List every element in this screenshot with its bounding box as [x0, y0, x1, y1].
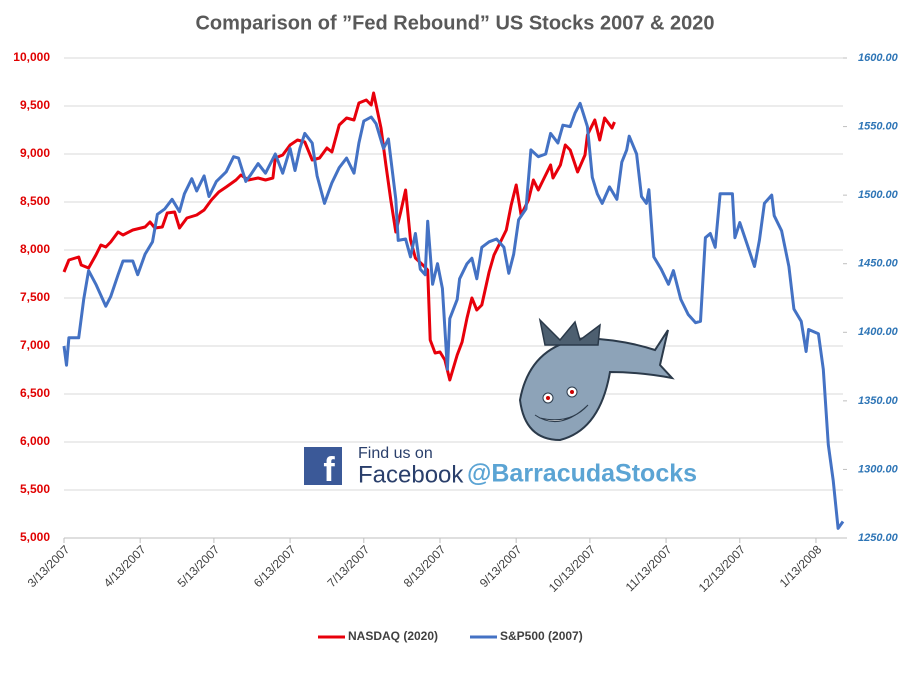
facebook-f: f	[323, 451, 335, 489]
watermark-line2: Facebook	[358, 461, 464, 488]
facebook-icon	[304, 447, 342, 485]
legend-label: S&P500 (2007)	[500, 629, 583, 643]
chart-title: Comparison of ”Fed Rebound” US Stocks 20…	[195, 12, 714, 34]
y-tick-label: 9,500	[20, 98, 50, 112]
y-tick-label: 8,000	[20, 242, 50, 256]
y2-tick-label: 1300.00	[858, 463, 899, 475]
y-tick-label: 5,500	[20, 482, 50, 496]
y2-tick-label: 1350.00	[858, 395, 899, 407]
y-tick-label: 9,000	[20, 146, 50, 160]
y2-tick-label: 1500.00	[858, 189, 899, 201]
y-tick-label: 5,000	[20, 530, 50, 544]
watermark: f Find us on Facebook @BarracudaStocks	[304, 445, 697, 489]
y-tick-label: 7,500	[20, 290, 50, 304]
watermark-handle: @BarracudaStocks	[467, 460, 697, 488]
series-line	[62, 101, 845, 530]
grid	[62, 57, 845, 539]
fish-mascot	[518, 317, 675, 442]
series-line	[62, 91, 616, 382]
y2-tick-label: 1450.00	[858, 258, 899, 270]
y-tick-label: 8,500	[20, 194, 50, 208]
y2-tick-label: 1550.00	[858, 120, 899, 132]
legend-label: NASDAQ (2020)	[348, 629, 438, 643]
y2-tick-label: 1250.00	[858, 532, 899, 544]
y2-tick-label: 1400.00	[858, 326, 899, 338]
y-tick-label: 6,000	[20, 434, 50, 448]
y-tick-label: 10,000	[13, 50, 50, 64]
y-tick-label: 7,000	[20, 338, 50, 352]
y2-tick-label: 1600.00	[858, 52, 899, 64]
y-tick-label: 6,500	[20, 386, 50, 400]
watermark-line1: Find us on	[358, 445, 433, 462]
